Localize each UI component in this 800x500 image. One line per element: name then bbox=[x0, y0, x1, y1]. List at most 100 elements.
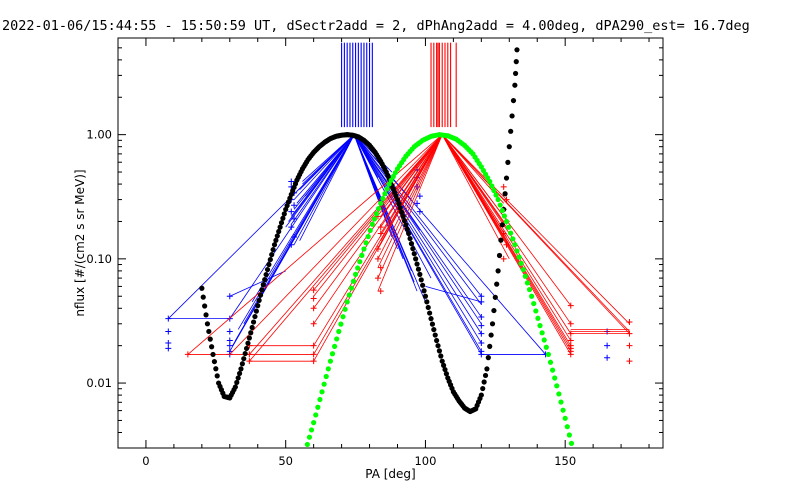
y-axis: 0.01 0.10 1.00 bbox=[86, 37, 663, 449]
black-fit-dot bbox=[278, 220, 285, 226]
red-ray bbox=[229, 134, 443, 355]
green-fit-dot bbox=[568, 440, 575, 446]
blue-ray bbox=[293, 134, 355, 200]
blue-ray bbox=[299, 134, 355, 241]
blue-ray bbox=[353, 134, 482, 355]
black-fit-dot bbox=[210, 351, 216, 358]
green-fit-dot bbox=[508, 230, 514, 236]
black-fit-dot bbox=[281, 211, 287, 217]
red-plus-marker bbox=[567, 337, 574, 344]
y-tick-label: 1.00 bbox=[86, 128, 112, 142]
red-plus-marker bbox=[503, 196, 510, 203]
blue-plus-marker bbox=[291, 233, 298, 240]
green-fit-dot bbox=[325, 366, 331, 372]
green-fit-dot bbox=[355, 265, 361, 271]
black-fit-dot bbox=[414, 261, 420, 267]
black-fit-dot bbox=[499, 222, 505, 228]
green-fit-dot bbox=[518, 260, 524, 266]
black-fit-dot bbox=[492, 294, 498, 300]
green-fit-dot bbox=[516, 254, 522, 260]
blue-plus-marker bbox=[478, 330, 485, 337]
blue-plus-marker bbox=[478, 322, 485, 329]
black-fit-dot bbox=[267, 256, 273, 263]
black-fit-dot bbox=[514, 47, 520, 53]
chart-title: 2022-01-06/15:44:55 - 15:50:59 UT, dSect… bbox=[2, 18, 750, 34]
black-fit-dot bbox=[410, 246, 416, 252]
blue-plus-marker bbox=[288, 208, 295, 215]
black-fit-dot bbox=[428, 316, 434, 322]
black-fit-dot bbox=[280, 215, 286, 221]
blue-plus-marker bbox=[288, 224, 295, 231]
black-fit-dot bbox=[408, 241, 415, 247]
black-fit-dot bbox=[425, 304, 431, 311]
black-fit-dot bbox=[442, 366, 448, 373]
black-fit-dot bbox=[238, 366, 244, 372]
black-fit-dot bbox=[427, 310, 433, 316]
red-ray bbox=[380, 134, 443, 234]
red-plus-marker bbox=[500, 183, 507, 190]
black-fit-dot bbox=[495, 268, 501, 274]
black-fit-dot bbox=[404, 226, 410, 232]
green-fit-dot bbox=[315, 404, 321, 410]
green-fit-dot bbox=[344, 299, 350, 305]
black-fit-dot bbox=[274, 233, 280, 239]
black-fit-dot bbox=[243, 345, 250, 352]
green-fit-dot bbox=[378, 200, 384, 206]
green-fit-dot bbox=[376, 205, 382, 212]
black-fit-dot bbox=[236, 370, 243, 377]
green-fit-dot bbox=[388, 177, 394, 183]
blue-ray bbox=[296, 134, 355, 234]
black-fit-dot bbox=[424, 299, 430, 305]
black-fit-dot bbox=[232, 384, 238, 390]
black-fit-dot bbox=[203, 312, 209, 318]
black-fit-dot bbox=[513, 59, 519, 65]
green-fit-dot bbox=[361, 246, 367, 252]
black-fit-dot bbox=[271, 242, 278, 248]
black-fit-dot bbox=[249, 324, 255, 331]
red-plus-marker bbox=[377, 288, 384, 295]
red-plus-marker bbox=[500, 255, 507, 262]
green-fit-dot bbox=[489, 183, 495, 189]
black-fit-dot bbox=[257, 292, 264, 298]
green-fit-dot bbox=[313, 412, 319, 418]
black-fit-dot bbox=[206, 328, 212, 335]
blue-ray bbox=[353, 134, 482, 344]
blue-plus-marker bbox=[478, 314, 485, 321]
black-fit-dot bbox=[396, 201, 402, 207]
red-plus-marker bbox=[310, 305, 317, 312]
green-fit-dot bbox=[493, 192, 499, 198]
blue-plus-marker bbox=[226, 337, 233, 344]
red-ray bbox=[441, 134, 572, 325]
blue-ray bbox=[293, 134, 355, 245]
black-fit-dot bbox=[429, 321, 436, 327]
blue-ray bbox=[353, 134, 482, 334]
black-fit-dot bbox=[503, 175, 510, 181]
black-fit-dot bbox=[407, 235, 413, 242]
blue-plus-marker bbox=[416, 193, 423, 200]
black-fit-dot bbox=[204, 321, 211, 327]
black-fit-dot bbox=[494, 281, 500, 287]
black-fit-dot bbox=[276, 228, 282, 235]
green-fit-dot bbox=[545, 351, 552, 358]
blue-ray bbox=[353, 134, 432, 279]
black-fit-dot bbox=[502, 191, 508, 197]
red-plus-marker bbox=[377, 224, 384, 231]
black-fit-dot bbox=[277, 224, 283, 230]
blue-plus-marker bbox=[165, 345, 172, 352]
green-fit-dot bbox=[334, 336, 340, 342]
green-fit-dot bbox=[304, 441, 310, 448]
green-fit-dot bbox=[367, 227, 373, 234]
red-plus-marker bbox=[503, 241, 510, 248]
black-fit-dot bbox=[485, 355, 491, 361]
black-fit-dot bbox=[264, 266, 271, 273]
black-fit-dot bbox=[434, 337, 440, 344]
red-ray bbox=[441, 134, 630, 325]
x-tick-label: 0 bbox=[142, 454, 149, 468]
green-fit-dot bbox=[317, 396, 323, 403]
red-plus-marker bbox=[310, 320, 317, 327]
green-fit-dot bbox=[497, 202, 503, 208]
green-fit-dot bbox=[311, 420, 317, 426]
blue-plus-marker bbox=[604, 354, 611, 361]
blue-plus-marker bbox=[288, 241, 295, 248]
